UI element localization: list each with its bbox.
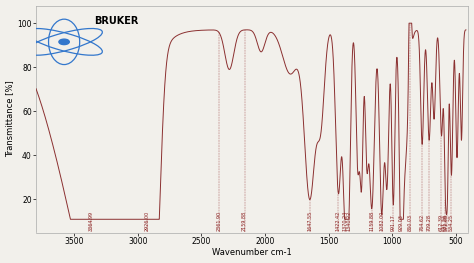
Text: 1422.42: 1422.42 <box>336 211 341 231</box>
Circle shape <box>59 39 69 45</box>
Text: 1082.00: 1082.00 <box>379 211 384 231</box>
Text: 612.39: 612.39 <box>439 214 444 231</box>
Text: 534.25: 534.25 <box>449 214 454 231</box>
Text: 1647.55: 1647.55 <box>307 211 312 231</box>
Text: 572.08: 572.08 <box>444 214 449 231</box>
Text: 991.17: 991.17 <box>391 215 396 231</box>
Text: 764.62: 764.62 <box>419 214 425 231</box>
Y-axis label: Transmittance [%]: Transmittance [%] <box>6 81 15 157</box>
Text: 2159.88: 2159.88 <box>242 211 247 231</box>
Text: 581.26: 581.26 <box>443 214 448 231</box>
Text: 3364.99: 3364.99 <box>89 211 94 231</box>
Text: 2361.90: 2361.90 <box>217 211 221 231</box>
Text: 2926.00: 2926.00 <box>145 211 150 231</box>
Text: 1370.24: 1370.24 <box>343 211 347 231</box>
X-axis label: Wavenumber cm-1: Wavenumber cm-1 <box>212 249 292 257</box>
Text: 929.03: 929.03 <box>399 215 404 231</box>
Text: 1159.88: 1159.88 <box>369 211 374 231</box>
Text: 860.03: 860.03 <box>408 214 412 231</box>
Text: 1340.22: 1340.22 <box>346 211 351 231</box>
Text: BRUKER: BRUKER <box>94 16 139 26</box>
Text: 709.28: 709.28 <box>427 214 432 231</box>
